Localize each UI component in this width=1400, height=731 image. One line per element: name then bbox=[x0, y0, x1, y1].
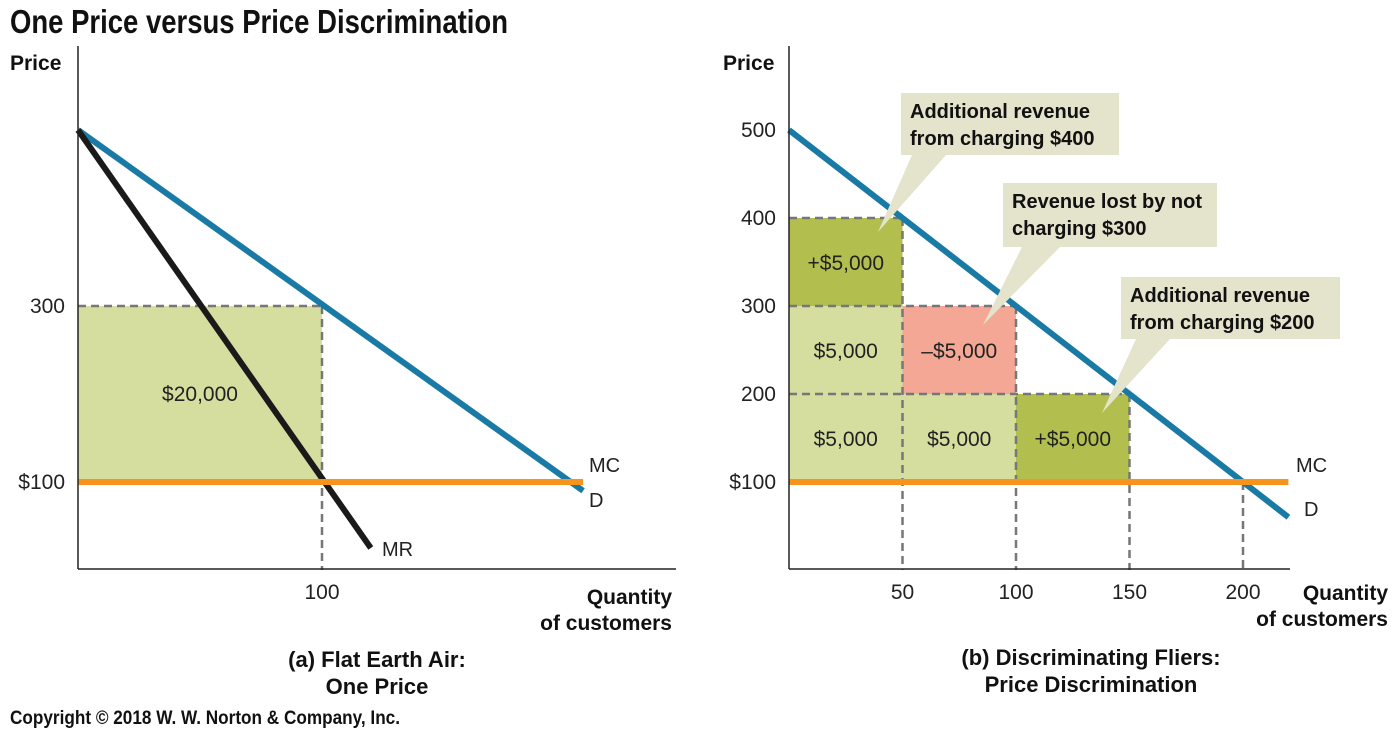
y-tick-label-2: 300 bbox=[741, 295, 776, 318]
area-3 bbox=[789, 394, 903, 482]
y-axis-label: Price bbox=[723, 52, 774, 75]
x-axis-label-line-1: of customers bbox=[1256, 608, 1388, 631]
y-tick-label-1: 400 bbox=[741, 207, 776, 230]
area-label-2: –$5,000 bbox=[921, 340, 997, 363]
area-2 bbox=[902, 306, 1016, 394]
x-axis-label-line-1: of customers bbox=[540, 612, 672, 635]
callout-box-1 bbox=[1003, 183, 1217, 247]
area-0 bbox=[78, 306, 322, 482]
callout-1: Revenue lost by not charging $300 bbox=[983, 183, 1217, 325]
panel-caption-line-1: One Price bbox=[326, 674, 429, 699]
callout-pointer-2 bbox=[1102, 339, 1170, 413]
y-tick-label-3: 200 bbox=[741, 383, 776, 406]
panel-caption-line-0: (a) Flat Earth Air: bbox=[288, 647, 466, 672]
callout-text-1-0: Revenue lost by not bbox=[1012, 191, 1202, 213]
x-tick-label-1: 100 bbox=[998, 581, 1033, 604]
area-5 bbox=[1016, 394, 1130, 482]
series-d-line bbox=[76, 127, 585, 494]
series-mr-label: MR bbox=[382, 539, 413, 561]
area-label-1: $5,000 bbox=[814, 340, 878, 363]
panel-caption-line-0: (b) Discriminating Fliers: bbox=[961, 645, 1220, 670]
panel-a: $20,000 300 $100 100 Price Quantity of custome… bbox=[10, 46, 676, 699]
callout-pointer-0 bbox=[878, 155, 946, 232]
area-4 bbox=[902, 394, 1016, 482]
series-mc-label: MC bbox=[1296, 455, 1327, 477]
series-d-label: D bbox=[1304, 499, 1318, 521]
y-tick-label-4: $100 bbox=[729, 471, 776, 494]
callout-box-2 bbox=[1121, 277, 1340, 339]
area-label-0: $20,000 bbox=[162, 383, 238, 406]
area-label-3: $5,000 bbox=[814, 428, 878, 451]
callout-text-1-1: charging $300 bbox=[1012, 218, 1147, 240]
callout-2: Additional revenue from charging $200 bbox=[1102, 277, 1340, 413]
area-0 bbox=[789, 218, 903, 306]
series-d-line bbox=[787, 127, 1291, 520]
copyright: Copyright © 2018 W. W. Norton & Company,… bbox=[10, 708, 400, 729]
area-label-5: +$5,000 bbox=[1035, 428, 1112, 451]
area-1 bbox=[789, 306, 903, 394]
series-mc-label: MC bbox=[589, 455, 620, 477]
callout-text-2-1: from charging $200 bbox=[1130, 312, 1315, 334]
y-tick-label-0: 300 bbox=[30, 295, 65, 318]
x-axis-label-line-0: Quantity bbox=[587, 586, 672, 609]
callout-pointer-1 bbox=[983, 247, 1060, 325]
callout-text-0-1: from charging $400 bbox=[910, 128, 1095, 150]
x-tick-label-0: 100 bbox=[304, 581, 339, 604]
callout-text-0-0: Additional revenue bbox=[910, 101, 1090, 123]
panel-b: +$5,000 $5,000 –$5,000 $5,000 $5,000 +$5,000 5… bbox=[723, 46, 1388, 697]
x-axis-label-line-0: Quantity bbox=[1303, 582, 1388, 605]
x-tick-label-3: 200 bbox=[1225, 581, 1260, 604]
callout-box-0 bbox=[901, 93, 1119, 155]
series-d-label: D bbox=[589, 490, 603, 512]
area-label-4: $5,000 bbox=[927, 428, 991, 451]
panel-caption-line-1: Price Discrimination bbox=[985, 672, 1198, 697]
y-axis-label: Price bbox=[10, 52, 61, 75]
y-tick-label-0: 500 bbox=[741, 119, 776, 142]
callout-0: Additional revenue from charging $400 bbox=[878, 93, 1119, 232]
x-tick-label-0: 50 bbox=[891, 581, 914, 604]
y-tick-label-1: $100 bbox=[18, 471, 65, 494]
area-label-0: +$5,000 bbox=[808, 252, 885, 275]
figure-title: One Price versus Price Discrimination bbox=[10, 3, 508, 40]
x-tick-label-2: 150 bbox=[1112, 581, 1147, 604]
callout-text-2-0: Additional revenue bbox=[1130, 285, 1310, 307]
series-mr-line bbox=[75, 128, 374, 550]
